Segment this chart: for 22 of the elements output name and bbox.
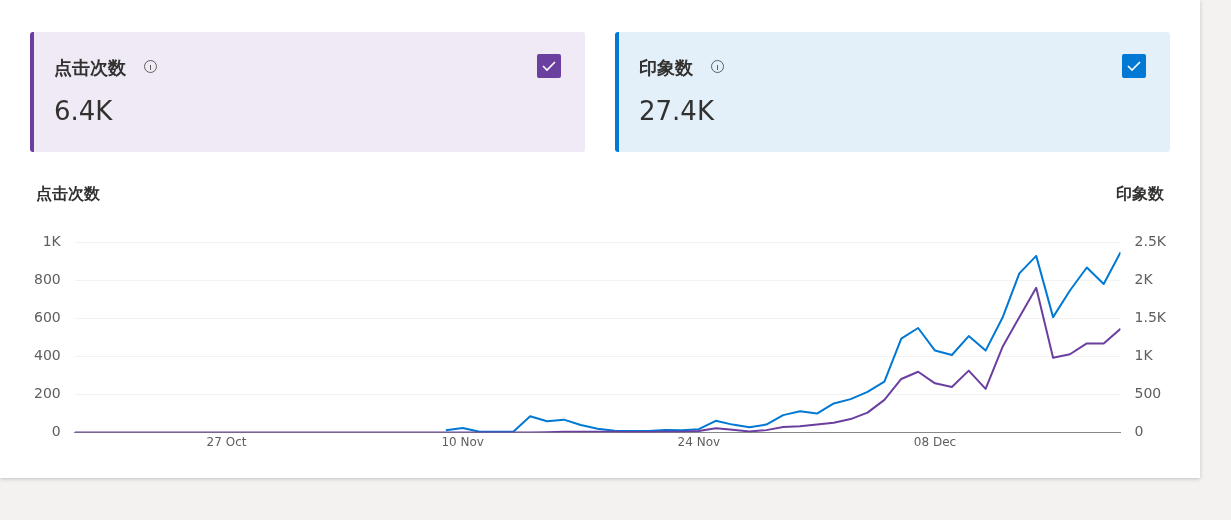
x-tick-label: 27 Oct (206, 434, 247, 449)
y-tick-label: 400 (33, 347, 61, 364)
x-tick-label: 10 Nov (441, 434, 484, 449)
text: 27.4K (639, 96, 714, 126)
y-tick-label: 1K (42, 233, 62, 250)
x-tick-label: 08 Dec (913, 434, 957, 449)
y2-tick-label: 500 (1134, 385, 1162, 402)
y-axis-title: 点击次数 (36, 184, 100, 205)
y-tick-label: 200 (33, 385, 61, 402)
y2-tick-label: 2K (1134, 271, 1154, 288)
y2-tick-label: 1K (1134, 347, 1154, 364)
y2-axis-title: 印象数 (1116, 184, 1164, 205)
y-tick-label: 600 (33, 309, 61, 326)
y2-tick-label: 1.5K (1134, 309, 1167, 326)
y-tick-label: 800 (33, 271, 61, 288)
y2-tick-label: 0 (1134, 423, 1144, 440)
category-label: 印象数 (639, 56, 693, 80)
y2-tick-label: 2.5K (1134, 233, 1167, 250)
y-tick-label: 0 (51, 423, 61, 440)
text: 6.4K (54, 96, 113, 126)
x-tick-label: 24 Nov (677, 434, 721, 449)
category-label: 点击次数 (54, 56, 126, 80)
